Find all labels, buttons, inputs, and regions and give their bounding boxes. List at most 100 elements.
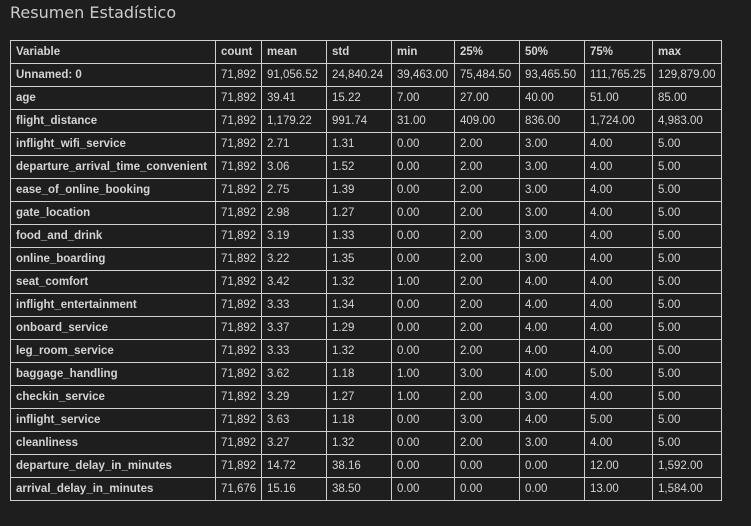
table-cell: 2.00 [454, 132, 520, 156]
table-cell: 4.00 [519, 293, 585, 317]
column-header: mean [261, 40, 327, 64]
table-cell: 4.00 [584, 339, 653, 363]
table-cell: 71,892 [215, 408, 262, 432]
row-variable-name: inflight_entertainment [10, 293, 216, 317]
table-cell: 71,676 [215, 477, 262, 501]
table-row: onboard_service 71,892 3.37 1.29 0.00 2.00 4.0… [10, 316, 722, 340]
table-cell: 0.00 [391, 155, 455, 179]
table-cell: 111,765.25 [584, 63, 653, 87]
table-cell: 2.00 [454, 155, 520, 179]
table-cell: 1.00 [391, 270, 455, 294]
column-header: min [391, 40, 455, 64]
table-cell: 4.00 [519, 408, 585, 432]
table-cell: 71,892 [215, 109, 262, 133]
table-cell: 5.00 [652, 339, 722, 363]
table-cell: 0.00 [391, 247, 455, 271]
table-cell: 0.00 [391, 431, 455, 455]
table-cell: 71,892 [215, 63, 262, 87]
table-cell: 5.00 [584, 408, 653, 432]
table-cell: 3.00 [519, 178, 585, 202]
row-variable-name: arrival_delay_in_minutes [10, 477, 216, 501]
table-cell: 2.00 [454, 293, 520, 317]
table-cell: 91,056.52 [261, 63, 327, 87]
table-cell: 0.00 [391, 316, 455, 340]
table-cell: 0.00 [391, 477, 455, 501]
table-cell: 38.16 [326, 454, 392, 478]
table-cell: 3.33 [261, 339, 327, 363]
table-cell: 4.00 [584, 270, 653, 294]
table-cell: 39,463.00 [391, 63, 455, 87]
table-cell: 1.27 [326, 385, 392, 409]
table-cell: 71,892 [215, 293, 262, 317]
table-cell: 409.00 [454, 109, 520, 133]
table-cell: 5.00 [652, 431, 722, 455]
table-row: flight_distance 71,892 1,179.22 991.74 31.00… [10, 109, 722, 133]
table-row: inflight_entertainment 71,892 3.33 1.34 0.00… [10, 293, 722, 317]
table-cell: 71,892 [215, 155, 262, 179]
table-cell: 1.00 [391, 385, 455, 409]
table-cell: 1.32 [326, 431, 392, 455]
row-variable-name: departure_arrival_time_convenient [10, 155, 216, 179]
table-row: departure_delay_in_minutes 71,892 14.72 38.… [10, 454, 722, 478]
table-body: Unnamed: 0 71,892 91,056.52 24,840.24 39,463… [10, 63, 722, 501]
row-variable-name: food_and_drink [10, 224, 216, 248]
table-cell: 71,892 [215, 362, 262, 386]
column-header: Variable [10, 40, 216, 64]
row-variable-name: ease_of_online_booking [10, 178, 216, 202]
table-cell: 71,892 [215, 385, 262, 409]
row-variable-name: leg_room_service [10, 339, 216, 363]
table-cell: 4.00 [584, 132, 653, 156]
table-cell: 3.00 [519, 247, 585, 271]
table-cell: 5.00 [652, 362, 722, 386]
table-cell: 4.00 [519, 316, 585, 340]
table-cell: 3.33 [261, 293, 327, 317]
table-cell: 3.19 [261, 224, 327, 248]
row-variable-name: flight_distance [10, 109, 216, 133]
table-cell: 0.00 [391, 224, 455, 248]
table-cell: 3.42 [261, 270, 327, 294]
table-cell: 3.29 [261, 385, 327, 409]
table-cell: 1.35 [326, 247, 392, 271]
table-row: gate_location 71,892 2.98 1.27 0.00 2.00 3.00 4… [10, 201, 722, 225]
table-cell: 4.00 [519, 339, 585, 363]
table-cell: 0.00 [519, 454, 585, 478]
table-cell: 71,892 [215, 178, 262, 202]
table-cell: 3.27 [261, 431, 327, 455]
table-cell: 2.00 [454, 316, 520, 340]
table-cell: 1.33 [326, 224, 392, 248]
table-cell: 3.63 [261, 408, 327, 432]
section-title: Resumen Estadístico [10, 3, 177, 22]
row-variable-name: gate_location [10, 201, 216, 225]
table-cell: 75,484.50 [454, 63, 520, 87]
table-cell: 4.00 [584, 155, 653, 179]
table-cell: 2.00 [454, 201, 520, 225]
table-cell: 3.00 [519, 385, 585, 409]
table-cell: 5.00 [652, 293, 722, 317]
table-cell: 2.00 [454, 431, 520, 455]
table-cell: 5.00 [652, 132, 722, 156]
column-header: 50% [519, 40, 585, 64]
table-cell: 71,892 [215, 224, 262, 248]
table-row: inflight_wifi_service 71,892 2.71 1.31 0.00 2… [10, 132, 722, 156]
table-cell: 0.00 [519, 477, 585, 501]
table-cell: 5.00 [584, 362, 653, 386]
table-cell: 2.71 [261, 132, 327, 156]
table-cell: 1.32 [326, 339, 392, 363]
row-variable-name: age [10, 86, 216, 110]
table-cell: 1.52 [326, 155, 392, 179]
table-row: ease_of_online_booking 71,892 2.75 1.39 0.00… [10, 178, 722, 202]
table-cell: 1,592.00 [652, 454, 722, 478]
table-cell: 1.32 [326, 270, 392, 294]
table-cell: 1.39 [326, 178, 392, 202]
table-cell: 4.00 [519, 270, 585, 294]
column-header: std [326, 40, 392, 64]
table-cell: 71,892 [215, 339, 262, 363]
table-cell: 2.75 [261, 178, 327, 202]
table-cell: 93,465.50 [519, 63, 585, 87]
table-row: leg_room_service 71,892 3.33 1.32 0.00 2.00 4.… [10, 339, 722, 363]
table-row: cleanliness 71,892 3.27 1.32 0.00 2.00 3.00 4.0… [10, 431, 722, 455]
table-cell: 1.18 [326, 362, 392, 386]
column-header: count [215, 40, 262, 64]
row-variable-name: Unnamed: 0 [10, 63, 216, 87]
table-row: arrival_delay_in_minutes 71,676 15.16 38.50… [10, 477, 722, 501]
